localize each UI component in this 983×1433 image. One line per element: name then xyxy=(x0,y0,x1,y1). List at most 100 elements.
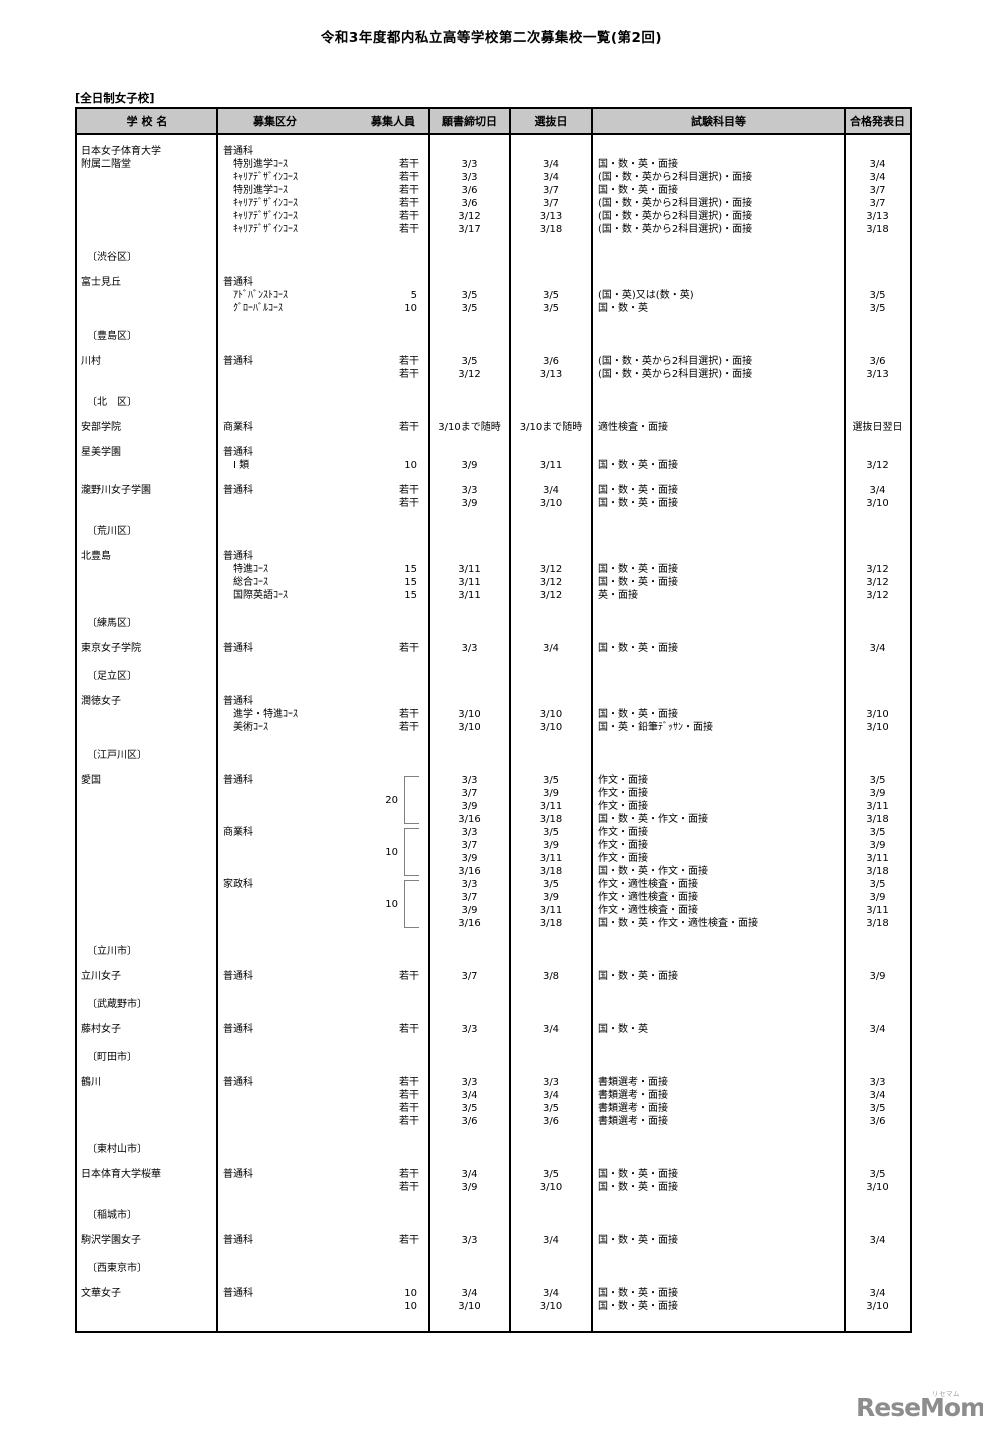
capacity-cell: 若干 xyxy=(399,198,419,209)
school-name-cell xyxy=(77,171,217,184)
announcement-cell: 3/5 xyxy=(869,1169,886,1180)
school-block: 藤村女子 普通科 若干 3/3 3/4 国・数・英 3/4 xyxy=(77,1023,910,1036)
table-row: ｷｬﾘｱﾃﾞｻﾞｲﾝｺｰｽ 若干 3/6 3/7 (国・数・英から2科目選択)・面接 3/… xyxy=(77,197,910,210)
table-row: 日本体育大学桜華 普通科 若干 3/4 3/5 国・数・英・面接 3/5 xyxy=(77,1168,910,1181)
announcement-cell: 3/13 xyxy=(866,369,889,380)
selection-date-cell: 3/18 xyxy=(539,866,563,877)
deadline-cell: 3/17 xyxy=(458,224,481,235)
capacity-cell: 若干 xyxy=(399,159,419,170)
school-block: 川村 普通科 若干 3/5 3/6 (国・数・英から2科目選択)・面接 3/6 若干 3/12 3… xyxy=(77,355,910,381)
school-name-cell xyxy=(77,1181,217,1194)
deadline-cell: 3/9 xyxy=(461,498,478,509)
school-block: 愛国 普通科 3/3 3/5 作文・面接 3/5 3/7 3/9 作文・面接 3/9 3/9 3/11… xyxy=(77,774,910,930)
subjects-cell: 国・数・英・面接 xyxy=(598,1301,678,1312)
subjects-cell: 書類選考・面接 xyxy=(598,1077,668,1088)
announcement-cell xyxy=(845,145,910,158)
school-name-cell: 附属二階堂 xyxy=(81,159,131,170)
school-name-cell xyxy=(77,184,217,197)
announcement-cell: 3/3 xyxy=(869,1077,886,1088)
subjects-cell: 国・数・英・面接 xyxy=(598,564,678,575)
deadline-cell: 3/11 xyxy=(458,564,481,575)
selection-date-cell: 3/18 xyxy=(539,814,563,825)
deadline-cell: 3/3 xyxy=(461,485,478,496)
capacity-cell xyxy=(399,145,429,158)
schools-table: 学 校 名 募集区分 募集人員 願書締切日 選抜日 試験科目等 合格発表日 日本… xyxy=(75,107,912,1333)
subjects-cell: 国・数・英・作文・適性検査・面接 xyxy=(598,918,758,929)
selection-date-cell: 3/9 xyxy=(542,840,560,851)
selection-date-cell: 3/9 xyxy=(542,892,560,903)
deadline-cell: 3/7 xyxy=(461,840,478,851)
capacity-cell: 10 xyxy=(404,1301,417,1312)
course-cell xyxy=(217,368,399,381)
announcement-cell: 3/4 xyxy=(869,1235,886,1246)
selection-date-cell: 3/7 xyxy=(542,198,560,209)
selection-date-cell: 3/11 xyxy=(539,905,563,916)
course-cell xyxy=(217,1300,399,1313)
subjects-cell: 作文・適性検査・面接 xyxy=(598,879,698,890)
school-name-cell: 瀧野川女子学園 xyxy=(81,485,151,496)
column-divider xyxy=(591,109,593,1331)
deadline-cell xyxy=(429,695,510,708)
capacity-cell: 15 xyxy=(404,577,417,588)
subjects-cell: 国・数・英 xyxy=(598,1024,648,1035)
course-cell: ｷｬﾘｱﾃﾞｻﾞｲﾝｺｰｽ xyxy=(233,172,298,183)
course-cell: ｷｬﾘｱﾃﾞｻﾞｲﾝｺｰｽ xyxy=(233,224,298,235)
column-divider xyxy=(428,109,430,1331)
course-cell: ｷｬﾘｱﾃﾞｻﾞｲﾝｺｰｽ xyxy=(233,211,298,222)
school-name-cell: 文華女子 xyxy=(81,1288,121,1299)
subjects-cell: 書類選考・面接 xyxy=(598,1090,668,1101)
header-school: 学 校 名 xyxy=(126,115,168,128)
course-cell: 普通科 xyxy=(223,485,253,496)
table-row: 富士見丘 普通科 xyxy=(77,276,910,289)
capacity-cell xyxy=(399,446,429,459)
subjects-cell xyxy=(592,446,845,459)
table-row: 東京女子学院 普通科 若干 3/3 3/4 国・数・英・面接 3/4 xyxy=(77,642,910,655)
school-name-cell: 立川女子 xyxy=(81,971,121,982)
subjects-cell: (国・英)又は(数・英) xyxy=(598,290,694,301)
announcement-cell: 3/9 xyxy=(869,971,886,982)
table-row: 愛国 普通科 3/3 3/5 作文・面接 3/5 xyxy=(77,774,910,787)
deadline-cell: 3/16 xyxy=(458,814,481,825)
header-capacity: 募集人員 xyxy=(371,115,415,128)
school-name-cell xyxy=(77,917,217,930)
capacity-cell: 若干 xyxy=(399,1182,419,1193)
course-cell: 普通科 xyxy=(223,1235,253,1246)
region-label: 〔東村山市〕 xyxy=(87,1144,147,1155)
subjects-cell: (国・数・英から2科目選択)・面接 xyxy=(598,211,753,222)
announcement-cell: 3/10 xyxy=(866,1182,889,1193)
deadline-cell: 3/3 xyxy=(461,1024,478,1035)
capacity-cell xyxy=(399,276,429,289)
announcement-cell: 3/6 xyxy=(869,356,886,367)
school-block: 日本体育大学桜華 普通科 若干 3/4 3/5 国・数・英・面接 3/5 若干 3/9 3/10 国… xyxy=(77,1168,910,1194)
subjects-cell: 国・数・英・面接 xyxy=(598,460,678,471)
selection-date-cell: 3/4 xyxy=(542,1024,560,1035)
deadline-cell: 3/4 xyxy=(461,1288,478,1299)
subjects-cell: 国・数・英・面接 xyxy=(598,577,678,588)
school-name-cell xyxy=(77,891,217,904)
subjects-cell: (国・数・英から2科目選択)・面接 xyxy=(598,356,753,367)
selection-date-cell: 3/11 xyxy=(539,460,563,471)
announcement-cell xyxy=(845,446,910,459)
school-name-cell xyxy=(77,1300,217,1313)
table-row: Ⅰ 類 10 3/9 3/11 国・数・英・面接 3/12 xyxy=(77,459,910,472)
column-divider xyxy=(844,109,846,1331)
course-cell xyxy=(217,865,399,878)
table-row: 3/7 3/9 作文・適性検査・面接 3/9 xyxy=(77,891,910,904)
deadline-cell: 3/12 xyxy=(458,211,481,222)
deadline-cell: 3/9 xyxy=(461,460,478,471)
table-row: 総合ｺｰｽ 15 3/11 3/12 国・数・英・面接 3/12 xyxy=(77,576,910,589)
announcement-cell: 3/11 xyxy=(866,905,889,916)
table-row: 若干 3/9 3/10 国・数・英・面接 3/10 xyxy=(77,1181,910,1194)
deadline-cell: 3/6 xyxy=(461,198,478,209)
subjects-cell: 書類選考・面接 xyxy=(598,1116,668,1127)
course-cell: 進学・特進ｺｰｽ xyxy=(233,709,298,720)
announcement-cell: 3/4 xyxy=(869,1090,886,1101)
school-name-cell xyxy=(77,368,217,381)
subjects-cell: 作文・面接 xyxy=(598,775,648,786)
capacity-cell: 若干 xyxy=(399,224,419,235)
school-block: 日本女子体育大学 普通科 附属二階堂 特別進学ｺｰｽ 若干 3/3 3/4 国・数・英・面接 3… xyxy=(77,145,910,236)
subjects-cell: 国・数・英・面接 xyxy=(598,643,678,654)
deadline-cell: 3/3 xyxy=(461,827,478,838)
table-row: 瀧野川女子学園 普通科 若干 3/3 3/4 国・数・英・面接 3/4 xyxy=(77,484,910,497)
